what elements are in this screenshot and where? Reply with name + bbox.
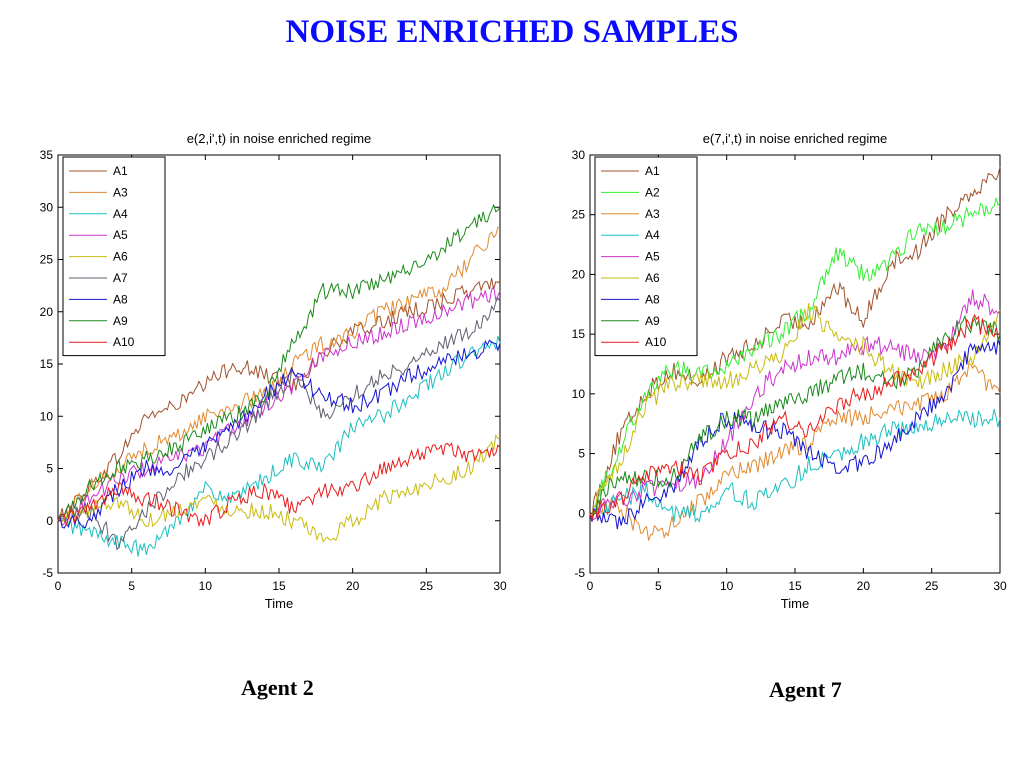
legend-label: A10: [113, 335, 135, 349]
series-line-a8: [589, 339, 1001, 530]
x-tick-label: 30: [493, 579, 507, 593]
legend-label: A1: [113, 164, 128, 178]
y-tick-label: 0: [578, 506, 585, 520]
y-tick-label: 30: [572, 148, 586, 162]
legend-label: A6: [113, 250, 128, 264]
y-tick-label: 10: [40, 409, 54, 423]
chart-title: e(7,i',t) in noise enriched regime: [703, 131, 888, 146]
y-tick-label: 35: [40, 148, 54, 162]
y-tick-label: -5: [42, 566, 53, 580]
y-tick-label: 20: [572, 267, 586, 281]
series-line-a10: [589, 313, 1001, 522]
x-tick-label: 5: [655, 579, 662, 593]
series-line-a3: [57, 226, 501, 522]
series-line-a1: [57, 278, 501, 523]
legend-label: A4: [113, 207, 128, 221]
chart-agent-2: e(2,i',t) in noise enriched regime 0 5 10 15…: [40, 131, 507, 611]
series-line-a6: [57, 433, 501, 543]
x-tick-label: 0: [587, 579, 594, 593]
y-tick-label: 0: [46, 514, 53, 528]
y-tick-label: 15: [40, 357, 54, 371]
legend-label: A4: [645, 228, 660, 242]
legend-label: A8: [645, 292, 660, 306]
series-line-a10: [57, 442, 501, 528]
legend-label: A7: [113, 271, 128, 285]
x-tick-label: 10: [720, 579, 734, 593]
legend-label: A6: [645, 271, 660, 285]
series-line-a9: [57, 203, 501, 521]
legend-label: A9: [113, 314, 128, 328]
x-tick-label: 30: [993, 579, 1007, 593]
caption-agent-7: Agent 7: [769, 677, 842, 702]
x-tick-label: 20: [857, 579, 871, 593]
chart-title: e(2,i',t) in noise enriched regime: [187, 131, 372, 146]
y-tick-label: 5: [46, 462, 53, 476]
legend-label: A3: [645, 207, 660, 221]
x-tick-label: 25: [420, 579, 434, 593]
series-line-a5: [57, 285, 501, 527]
legend-label: A5: [645, 250, 660, 264]
legend-label: A3: [113, 185, 128, 199]
x-tick-label: 15: [272, 579, 286, 593]
y-tick-label: 25: [572, 208, 586, 222]
x-axis-label: Time: [265, 596, 293, 611]
x-tick-label: 20: [346, 579, 360, 593]
x-tick-label: 0: [55, 579, 62, 593]
legend-label: A10: [645, 335, 667, 349]
legend-label: A8: [113, 292, 128, 306]
series-line-a6: [589, 303, 1001, 520]
series-line-a2: [589, 197, 1001, 520]
legend-label: A2: [645, 185, 660, 199]
x-axis-label: Time: [781, 596, 809, 611]
chart-agent-7: e(7,i',t) in noise enriched regime 0 5 10 15…: [572, 131, 1007, 611]
series-line-a8: [57, 339, 501, 529]
series-line-a4: [57, 335, 501, 557]
x-tick-label: 15: [788, 579, 802, 593]
y-tick-label: -5: [574, 566, 585, 580]
y-tick-label: 15: [572, 327, 586, 341]
y-tick-label: 20: [40, 305, 54, 319]
y-tick-label: 10: [572, 387, 586, 401]
x-tick-label: 5: [128, 579, 135, 593]
legend-label: A9: [645, 314, 660, 328]
series-line-a4: [589, 408, 1001, 524]
y-tick-label: 25: [40, 253, 54, 267]
y-tick-label: 5: [578, 447, 585, 461]
x-tick-label: 25: [925, 579, 939, 593]
legend-label: A5: [113, 228, 128, 242]
slide-title: NOISE ENRICHED SAMPLES: [285, 14, 739, 50]
legend-label: A1: [645, 164, 660, 178]
series-line-a3: [589, 363, 1001, 541]
series-line-a7: [57, 297, 501, 551]
caption-agent-2: Agent 2: [241, 675, 314, 700]
x-tick-label: 10: [199, 579, 213, 593]
y-tick-label: 30: [40, 200, 54, 214]
